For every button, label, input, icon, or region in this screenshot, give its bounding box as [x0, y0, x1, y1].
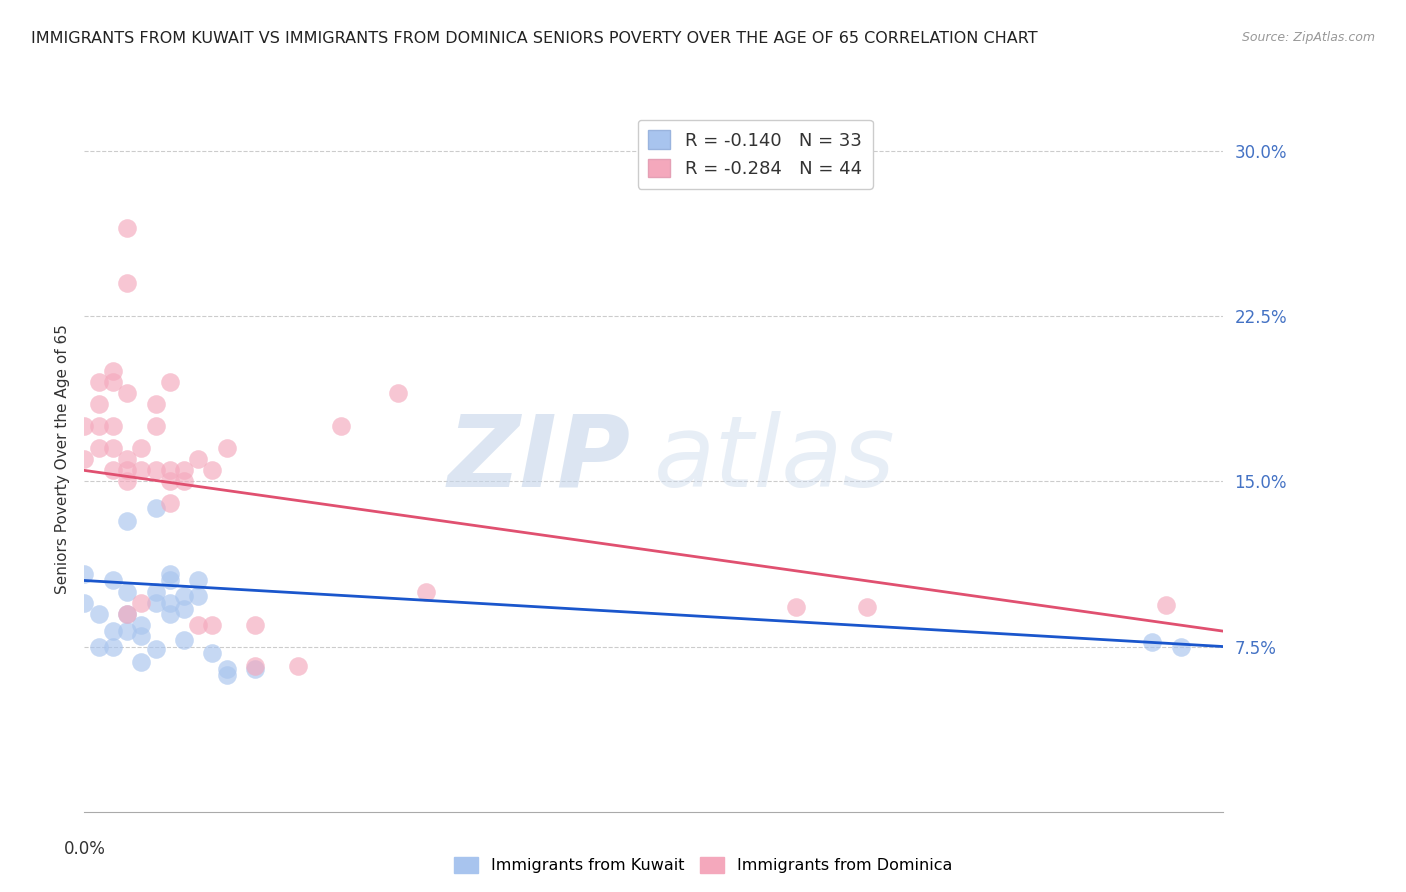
Point: [159, 475, 181, 489]
Point: [73, 419, 96, 434]
Point: [73, 566, 96, 581]
Text: ZIP: ZIP: [449, 411, 631, 508]
Point: [145, 641, 167, 656]
Point: [131, 655, 153, 669]
Point: [101, 442, 124, 456]
Point: [145, 500, 167, 515]
Point: [201, 617, 224, 632]
Point: [131, 595, 153, 609]
Point: [159, 607, 181, 621]
Point: [87, 640, 110, 654]
Point: [173, 463, 195, 477]
Point: [101, 419, 124, 434]
Text: Source: ZipAtlas.com: Source: ZipAtlas.com: [1241, 31, 1375, 45]
Point: [215, 442, 238, 456]
Point: [115, 221, 138, 235]
Point: [1156, 598, 1178, 612]
Point: [101, 574, 124, 588]
Point: [131, 463, 153, 477]
Point: [145, 419, 167, 434]
Point: [245, 659, 267, 673]
Point: [159, 376, 181, 390]
Point: [145, 595, 167, 609]
Text: atlas: atlas: [654, 411, 896, 508]
Point: [173, 475, 195, 489]
Point: [73, 452, 96, 467]
Point: [173, 632, 195, 647]
Point: [115, 386, 138, 401]
Point: [115, 584, 138, 599]
Point: [101, 364, 124, 378]
Point: [87, 419, 110, 434]
Legend: R = -0.140   N = 33, R = -0.284   N = 44: R = -0.140 N = 33, R = -0.284 N = 44: [638, 120, 873, 189]
Point: [115, 607, 138, 621]
Point: [101, 624, 124, 639]
Point: [115, 277, 138, 291]
Point: [215, 662, 238, 676]
Point: [187, 574, 209, 588]
Point: [87, 397, 110, 411]
Point: [201, 646, 224, 660]
Point: [145, 463, 167, 477]
Point: [87, 607, 110, 621]
Point: [201, 463, 224, 477]
Point: [131, 617, 153, 632]
Point: [856, 599, 879, 614]
Point: [187, 617, 209, 632]
Point: [159, 463, 181, 477]
Point: [387, 386, 409, 401]
Point: [87, 442, 110, 456]
Point: [131, 442, 153, 456]
Point: [1140, 635, 1163, 649]
Point: [145, 584, 167, 599]
Point: [115, 607, 138, 621]
Legend: Immigrants from Kuwait, Immigrants from Dominica: Immigrants from Kuwait, Immigrants from …: [447, 850, 959, 880]
Point: [187, 589, 209, 603]
Point: [101, 376, 124, 390]
Point: [87, 376, 110, 390]
Point: [215, 668, 238, 682]
Point: [159, 566, 181, 581]
Point: [1170, 640, 1192, 654]
Point: [159, 595, 181, 609]
Point: [115, 514, 138, 528]
Point: [73, 595, 96, 609]
Point: [785, 599, 807, 614]
Point: [115, 463, 138, 477]
Text: IMMIGRANTS FROM KUWAIT VS IMMIGRANTS FROM DOMINICA SENIORS POVERTY OVER THE AGE : IMMIGRANTS FROM KUWAIT VS IMMIGRANTS FRO…: [31, 31, 1038, 46]
Point: [131, 628, 153, 642]
Y-axis label: Seniors Poverty Over the Age of 65: Seniors Poverty Over the Age of 65: [55, 325, 70, 594]
Point: [245, 662, 267, 676]
Point: [101, 463, 124, 477]
Point: [329, 419, 352, 434]
Point: [173, 589, 195, 603]
Point: [145, 397, 167, 411]
Text: 0.0%: 0.0%: [63, 840, 105, 858]
Point: [245, 617, 267, 632]
Point: [115, 624, 138, 639]
Point: [159, 496, 181, 510]
Point: [173, 602, 195, 616]
Point: [159, 574, 181, 588]
Point: [287, 659, 309, 673]
Point: [415, 584, 437, 599]
Point: [101, 640, 124, 654]
Point: [115, 475, 138, 489]
Point: [187, 452, 209, 467]
Point: [115, 452, 138, 467]
